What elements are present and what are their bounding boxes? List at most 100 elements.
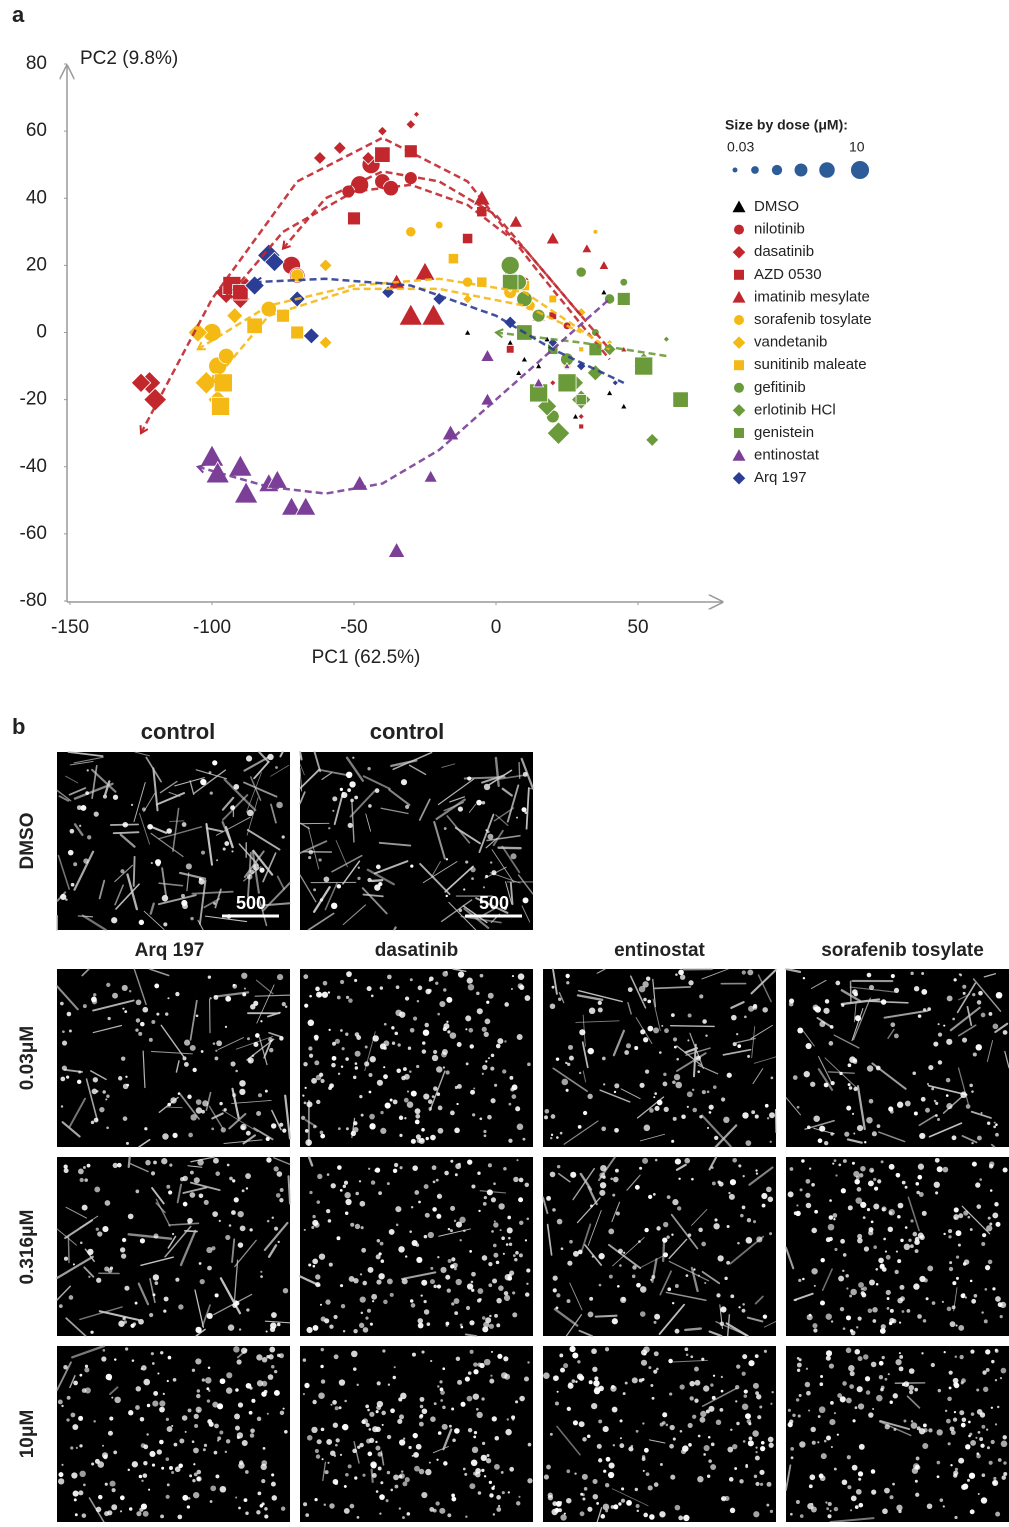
cell-body [730, 1429, 732, 1431]
cell-body [121, 1253, 126, 1258]
cell-body [123, 1084, 129, 1090]
cell-body [399, 1507, 401, 1509]
cell-body [663, 1222, 668, 1227]
micrograph-background [543, 1346, 776, 1522]
cell-body [482, 1326, 488, 1332]
cell-body [810, 1082, 815, 1087]
cell-body [120, 1510, 122, 1512]
cell-body [963, 1262, 966, 1265]
cell-body [748, 1360, 754, 1366]
cell-body [769, 1232, 772, 1235]
cell-body [965, 1444, 970, 1449]
cell-body [857, 1125, 863, 1131]
cell-body [888, 1106, 893, 1111]
cell-body [664, 1028, 669, 1033]
cell-body [825, 1501, 827, 1503]
legend-marker [733, 336, 746, 349]
cell-body [464, 1473, 467, 1476]
cell-body [663, 1073, 666, 1076]
cell-body [427, 1322, 431, 1326]
cell-body [411, 1206, 413, 1208]
cell-body [881, 999, 886, 1004]
cell-body [188, 1221, 191, 1224]
cell-body [421, 1280, 427, 1286]
cell-body [316, 1100, 320, 1104]
data-point [218, 348, 234, 364]
micrograph [543, 969, 776, 1147]
data-point [535, 363, 542, 369]
cell-body [753, 1383, 759, 1389]
cell-body [457, 1380, 462, 1385]
cell-body [358, 867, 360, 869]
cell-body [235, 1388, 239, 1392]
cell-body [496, 1495, 501, 1500]
cell-body [598, 1419, 602, 1423]
cell-body [449, 1425, 452, 1428]
cell-body [244, 987, 246, 989]
cell-body [736, 1422, 739, 1425]
cell-body [972, 1162, 977, 1167]
cell-body [905, 1101, 911, 1107]
cell-body [175, 992, 179, 996]
cell-body [609, 1275, 613, 1279]
cell-body [648, 1485, 653, 1490]
cell-body [168, 1356, 172, 1360]
cell-body [824, 1141, 828, 1145]
cell-body [377, 1239, 380, 1242]
cell-process [166, 1107, 182, 1108]
cell-body [399, 1414, 404, 1419]
cell-body [619, 1443, 624, 1448]
cell-body [806, 1368, 808, 1370]
cell-body [712, 1181, 716, 1185]
cell-body [958, 1213, 963, 1218]
cell-body [246, 1308, 249, 1311]
data-point [399, 304, 423, 325]
cell-body [892, 1483, 895, 1486]
cell-body [456, 1103, 458, 1105]
cell-body [730, 1179, 736, 1185]
cell-body [560, 1132, 563, 1135]
cell-body [518, 1496, 520, 1498]
cell-body [889, 1164, 895, 1170]
cell-body [458, 971, 464, 977]
cell-body [897, 1215, 901, 1219]
cell-body [102, 1445, 104, 1447]
cell-body [445, 1275, 450, 1280]
cell-body [685, 1347, 689, 1351]
cell-body [993, 1126, 996, 1129]
cell-body [199, 878, 202, 881]
cell-body [796, 1500, 800, 1504]
cell-body [174, 1443, 178, 1447]
cell-body [376, 1279, 381, 1284]
data-point [501, 256, 519, 274]
cell-body [342, 1047, 345, 1050]
cell-body [302, 1094, 304, 1096]
data-point [506, 345, 514, 353]
cell-body [344, 1485, 347, 1488]
cell-body [390, 1293, 394, 1297]
cell-body [380, 1111, 383, 1114]
cell-body [765, 1104, 769, 1108]
cell-body [493, 1182, 496, 1185]
cell-body [264, 1390, 268, 1394]
cell-body [744, 1394, 748, 1398]
cell-body [718, 1255, 724, 1261]
cell-body [841, 1004, 844, 1007]
cell-body [611, 1385, 615, 1389]
cell-body [737, 1242, 740, 1245]
cell-body [382, 1424, 384, 1426]
cell-body [329, 1325, 333, 1329]
cell-body [948, 1235, 951, 1238]
cell-body [976, 1204, 981, 1209]
cell-body [108, 1431, 113, 1436]
cell-body [242, 1189, 245, 1192]
cell-body [475, 1472, 481, 1478]
cell-body [986, 1429, 988, 1431]
cell-body [820, 1258, 824, 1262]
cell-body [894, 1034, 899, 1039]
cell-body [914, 1239, 920, 1245]
cell-body [970, 1280, 973, 1283]
cell-body [545, 1109, 550, 1114]
cell-body [800, 1514, 804, 1518]
cell-body [686, 1274, 689, 1277]
